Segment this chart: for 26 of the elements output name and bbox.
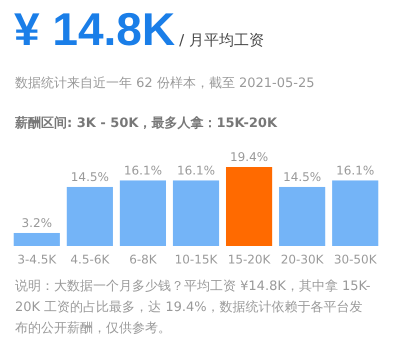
data-label: 14.5% (70, 170, 109, 184)
chart-title: ¥ 14.8K (14, 3, 176, 55)
x-tick-label: 30-50K (334, 252, 378, 266)
bar (332, 180, 378, 246)
data-label: 16.1% (124, 163, 162, 178)
data-label: 19.4% (230, 150, 268, 164)
x-tick-label: 6-8K (129, 252, 158, 266)
text: 薪酬区间: 3K - 50K，最多人拿：15K-20K (15, 115, 278, 132)
bar (14, 232, 60, 246)
x-tick-label: 10-15K (174, 252, 218, 266)
data-label: 16.1% (176, 163, 216, 178)
text: 数据统计来自近一年 62 份样本，截至 2021-05-25 (15, 75, 314, 92)
bar (226, 167, 272, 246)
data-label: 3.2% (22, 216, 52, 230)
x-tick-label: 15-20K (228, 252, 272, 266)
x-tick-label: 20-30K (280, 252, 325, 266)
x-tick-label: 3-4.5K (17, 252, 58, 266)
x-tick-label: 4.5-6K (70, 252, 110, 266)
text: 说明：大数据一个月多少钱？平均工资 ¥14.8K，其中拿 15K-20K 工资的占比最多，达 19.4%，数据统计依赖于各平台发布的公开薪酬，仅供参考。 (15, 278, 372, 338)
chart-subtitle: / 月平均工资 (179, 31, 264, 49)
data-label: 16.1% (336, 163, 374, 178)
data-label: 14.5% (283, 170, 322, 184)
bar (120, 180, 166, 246)
bar (66, 186, 113, 246)
bar (279, 186, 326, 246)
bar (172, 180, 220, 246)
